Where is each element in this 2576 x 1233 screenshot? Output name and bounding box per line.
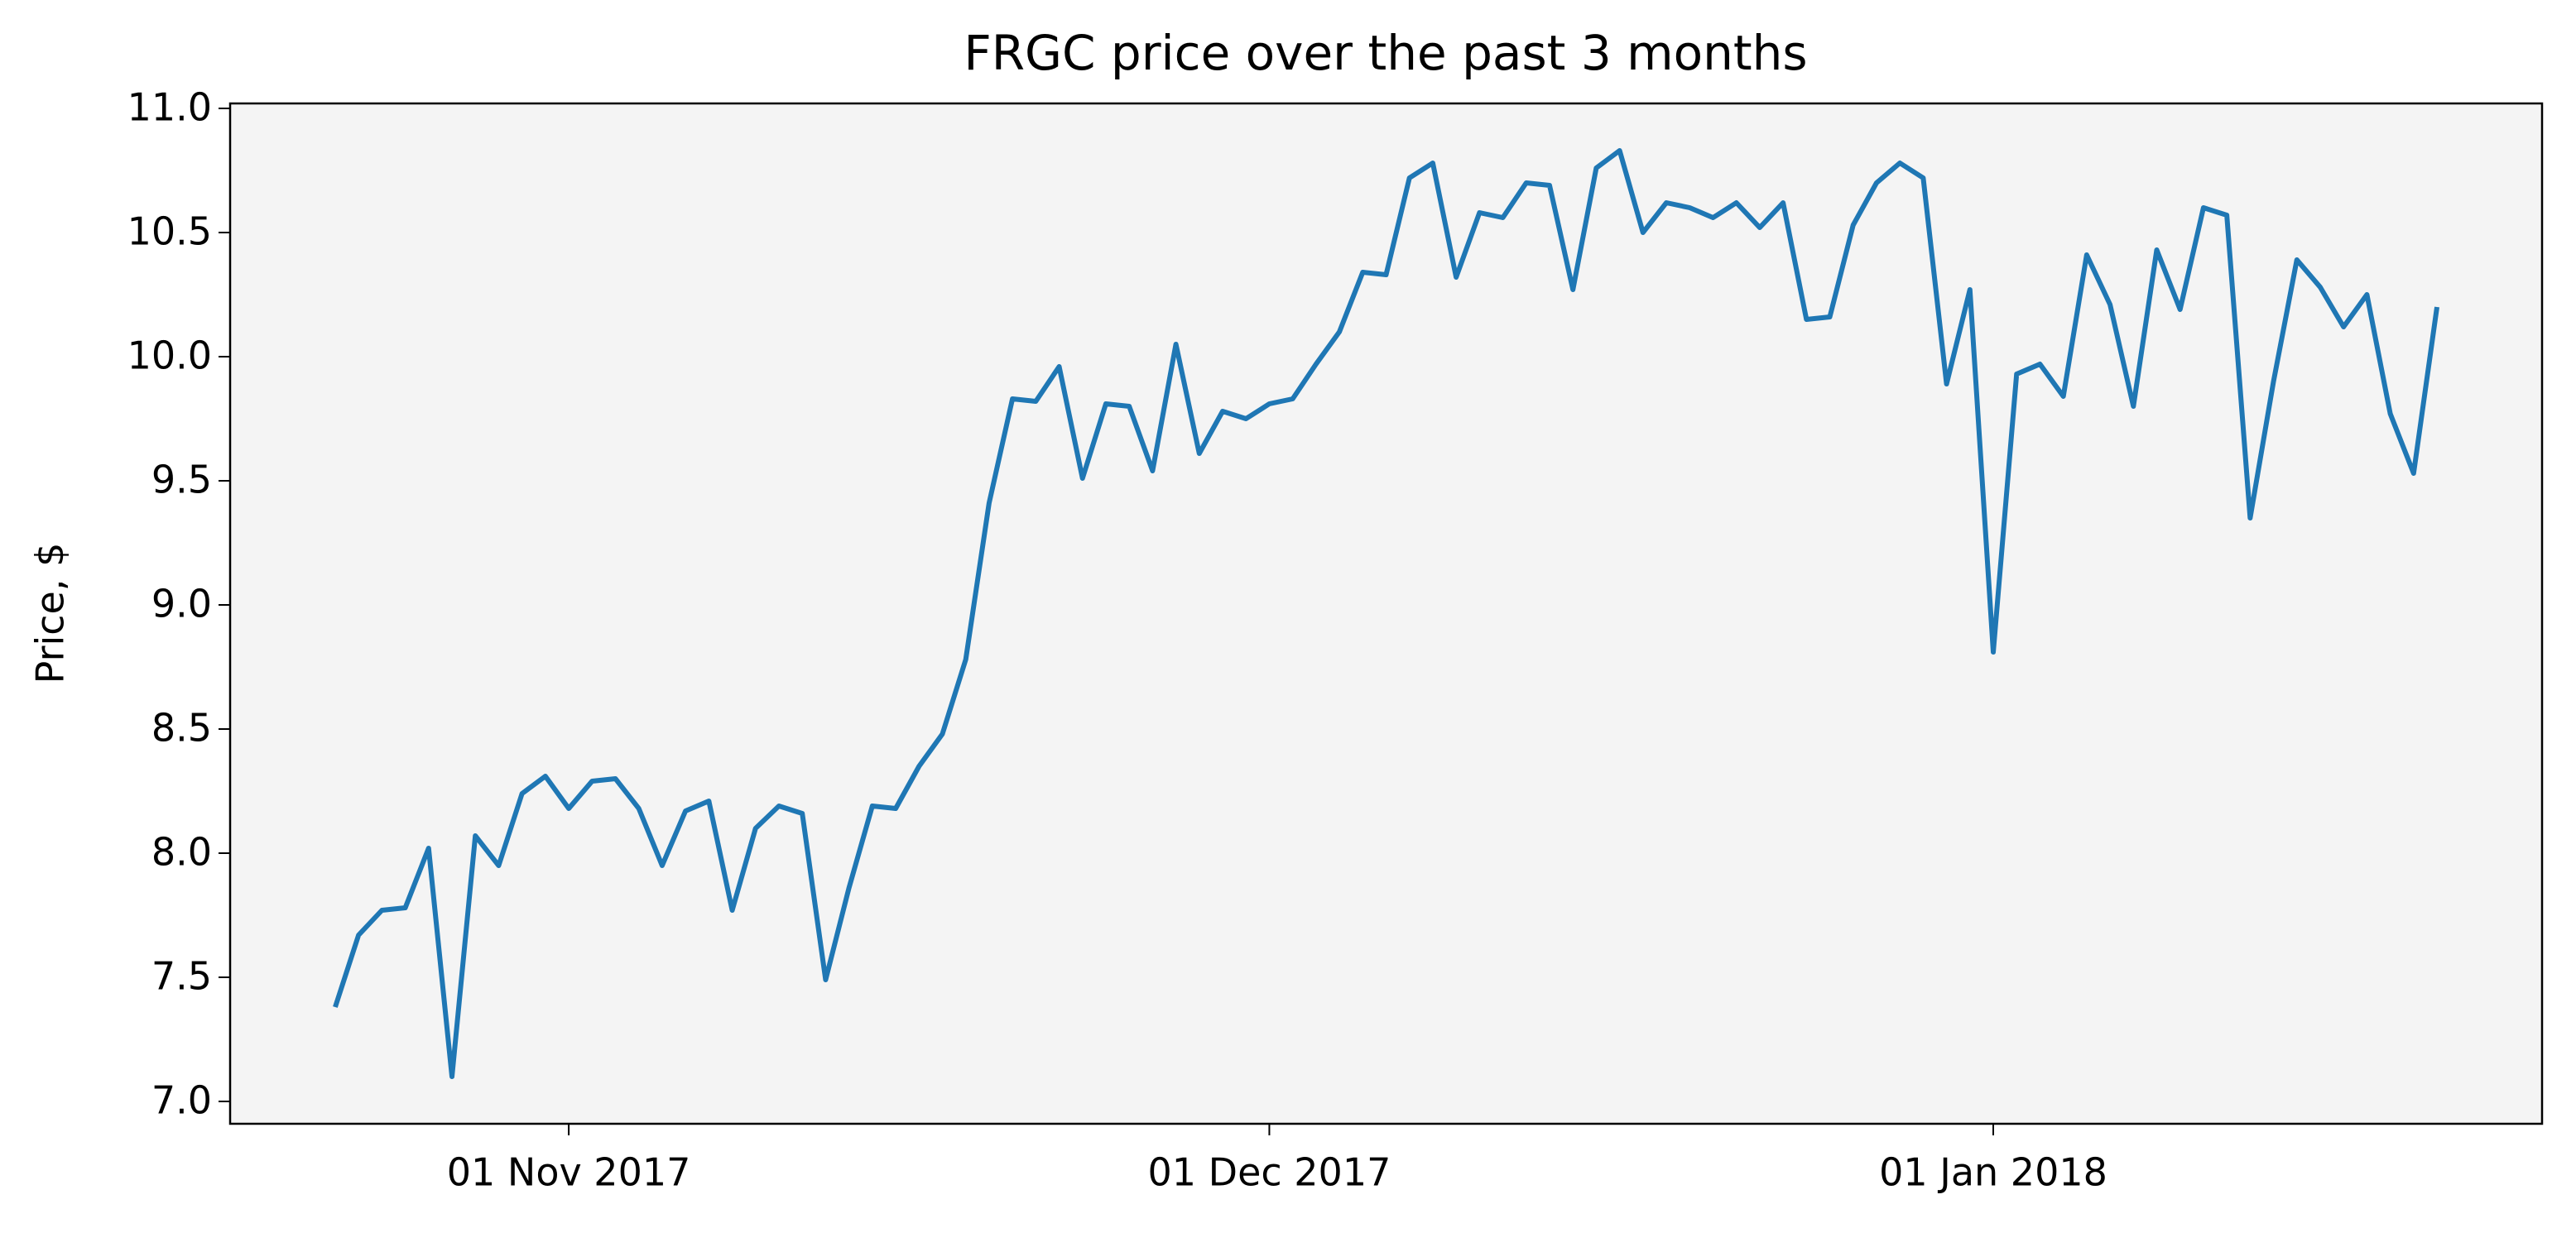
y-tick-label: 9.0 xyxy=(151,582,212,626)
y-axis-label: Price, $ xyxy=(28,543,73,684)
y-tick-label: 10.0 xyxy=(127,333,212,378)
y-tick-label: 11.0 xyxy=(127,85,212,130)
x-tick-label: 01 Dec 2017 xyxy=(1148,1150,1391,1195)
y-tick-label: 7.5 xyxy=(151,954,212,999)
y-tick-label: 8.0 xyxy=(151,830,212,875)
y-tick-label: 10.5 xyxy=(127,209,212,254)
y-tick-label: 7.0 xyxy=(151,1078,212,1123)
plot-frame xyxy=(228,102,2544,1125)
chart-title: FRGC price over the past 3 months xyxy=(964,25,1807,81)
y-tick-label: 9.5 xyxy=(151,458,212,502)
price-line xyxy=(333,148,2440,1079)
x-tick-label: 01 Jan 2018 xyxy=(1879,1150,2107,1195)
x-tick-label: 01 Nov 2017 xyxy=(447,1150,691,1195)
y-tick-label: 8.5 xyxy=(151,706,212,751)
plot-background xyxy=(230,103,2542,1124)
